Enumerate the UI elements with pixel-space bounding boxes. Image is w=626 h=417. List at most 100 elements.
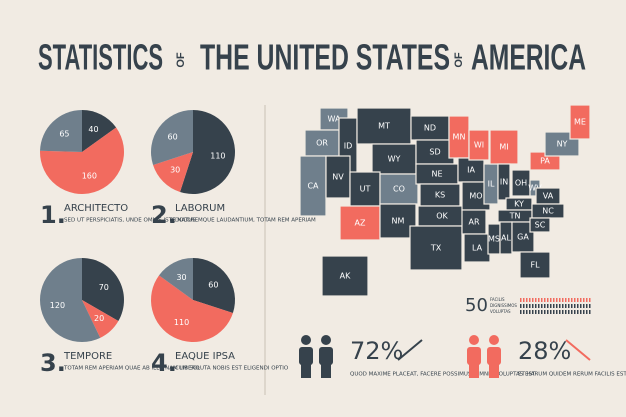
pie-slice bbox=[151, 110, 193, 165]
slice-label: 20 bbox=[94, 314, 104, 323]
state-label: GA bbox=[517, 233, 529, 242]
pie-slice bbox=[159, 258, 193, 300]
slice-label: 65 bbox=[59, 129, 69, 138]
state bbox=[468, 129, 490, 161]
stat-word: VOLUPTAS bbox=[490, 309, 511, 314]
stat-tick bbox=[532, 304, 534, 308]
stat-tick bbox=[553, 298, 555, 302]
stat-tick bbox=[568, 304, 570, 308]
stat-tick bbox=[574, 310, 576, 314]
state bbox=[497, 163, 511, 201]
title-part: THE UNITED STATES bbox=[200, 37, 450, 78]
state-label: OK bbox=[436, 212, 448, 221]
slice-label: 110 bbox=[210, 151, 225, 160]
state-label: WI bbox=[474, 141, 484, 150]
percent: 72% bbox=[350, 337, 403, 365]
stat-tick bbox=[565, 310, 567, 314]
title: STATISTICS OF THE UNITED STATES OF AMERI… bbox=[38, 37, 586, 78]
state-label: FL bbox=[530, 261, 540, 270]
stat-tick bbox=[547, 304, 549, 308]
stat-tick bbox=[565, 304, 567, 308]
state-label: MT bbox=[378, 122, 390, 131]
stat-tick bbox=[547, 310, 549, 314]
arrow bbox=[397, 339, 423, 361]
stat-tick bbox=[541, 298, 543, 302]
stat-tick bbox=[580, 310, 582, 314]
title-part: STATISTICS bbox=[38, 37, 163, 78]
stat-tick bbox=[523, 310, 525, 314]
stat-tick bbox=[553, 304, 555, 308]
stat-tick bbox=[586, 310, 588, 314]
stat-tick bbox=[589, 304, 591, 308]
pie-slice bbox=[39, 127, 125, 194]
state bbox=[569, 104, 591, 140]
pie-slice bbox=[40, 110, 82, 152]
stat-value: 50 bbox=[465, 295, 488, 316]
stat-tick bbox=[562, 304, 564, 308]
stat-tick bbox=[577, 304, 579, 308]
stat-tick bbox=[556, 310, 558, 314]
state-label: WA bbox=[328, 115, 341, 124]
stat-tick bbox=[535, 298, 537, 302]
person-legs bbox=[301, 364, 311, 378]
stat-tick bbox=[544, 298, 546, 302]
stat-tick bbox=[526, 304, 528, 308]
slice-label: 30 bbox=[170, 165, 180, 174]
state-label: TN bbox=[509, 212, 521, 221]
stat-tick bbox=[520, 298, 522, 302]
item-text: CUM SOLUTA NOBIS EST ELIGENDI OPTIO bbox=[175, 366, 289, 372]
item-label: TEMPORE bbox=[63, 351, 112, 362]
item-number: 4. bbox=[151, 349, 177, 377]
pie-slice bbox=[82, 258, 124, 321]
pie-slice bbox=[82, 110, 117, 152]
stat-tick bbox=[523, 304, 525, 308]
state-label: NY bbox=[557, 140, 568, 149]
slice-label: 110 bbox=[174, 318, 189, 327]
state-label: TX bbox=[430, 244, 442, 253]
state-label: MS bbox=[488, 235, 500, 244]
state-label: AK bbox=[340, 272, 351, 281]
slice-label: 30 bbox=[176, 273, 186, 282]
stat-tick bbox=[565, 298, 567, 302]
state-label: NC bbox=[542, 207, 554, 216]
title-of: OF bbox=[453, 52, 465, 68]
stat-tick bbox=[541, 304, 543, 308]
stat-tick bbox=[535, 304, 537, 308]
pie-slice bbox=[150, 275, 233, 343]
title-part: AMERICA bbox=[471, 37, 586, 78]
person-head bbox=[469, 335, 479, 345]
stat-tick bbox=[559, 304, 561, 308]
stat-tick bbox=[583, 304, 585, 308]
stat-tick bbox=[562, 310, 564, 314]
state-label: KY bbox=[514, 200, 524, 209]
person-body bbox=[299, 347, 313, 365]
stat-tick bbox=[532, 310, 534, 314]
item-label: ARCHITECTO bbox=[64, 203, 128, 214]
person-body bbox=[487, 347, 501, 365]
stat-tick bbox=[529, 298, 531, 302]
stat-tick bbox=[574, 304, 576, 308]
state-label: NE bbox=[431, 170, 442, 179]
pie-slice bbox=[40, 258, 101, 342]
state bbox=[489, 129, 519, 165]
stat-tick bbox=[550, 298, 552, 302]
stat-tick bbox=[577, 298, 579, 302]
person-head bbox=[301, 335, 311, 345]
pie-slice bbox=[153, 152, 193, 192]
stat-tick bbox=[535, 310, 537, 314]
stat-tick bbox=[553, 310, 555, 314]
pie-slice bbox=[82, 300, 119, 338]
state-label: OR bbox=[316, 139, 328, 148]
state-label: OH bbox=[515, 179, 527, 188]
stat-tick bbox=[571, 304, 573, 308]
stat-tick bbox=[538, 298, 540, 302]
stat-tick bbox=[550, 310, 552, 314]
slice-label: 40 bbox=[88, 125, 98, 134]
stat-tick bbox=[583, 310, 585, 314]
stat-tick bbox=[589, 298, 591, 302]
stat-tick bbox=[547, 298, 549, 302]
state bbox=[410, 115, 450, 141]
state-label: SC bbox=[535, 221, 546, 230]
state bbox=[463, 233, 491, 263]
